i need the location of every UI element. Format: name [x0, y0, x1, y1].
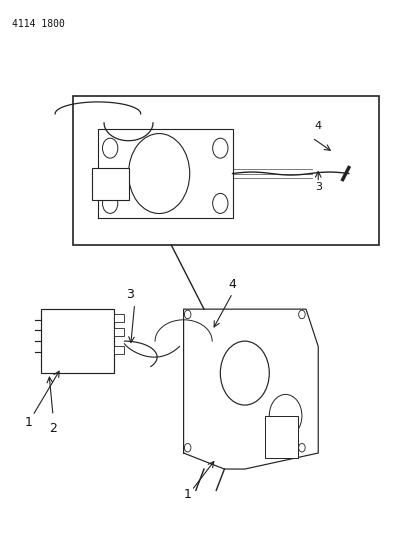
- Text: 1: 1: [24, 416, 32, 430]
- Text: 3: 3: [126, 288, 134, 302]
- Bar: [265, 416, 298, 458]
- Bar: [41, 309, 114, 373]
- Text: 1: 1: [184, 488, 191, 502]
- Text: 3: 3: [315, 182, 322, 192]
- Bar: [114, 346, 124, 354]
- Text: 4114 1800: 4114 1800: [12, 19, 65, 29]
- Text: 4: 4: [228, 278, 236, 291]
- Bar: [114, 328, 124, 336]
- Text: 4: 4: [315, 121, 322, 131]
- Bar: [92, 167, 129, 200]
- Text: 2: 2: [49, 422, 57, 435]
- Bar: [114, 314, 124, 322]
- Bar: [73, 96, 379, 245]
